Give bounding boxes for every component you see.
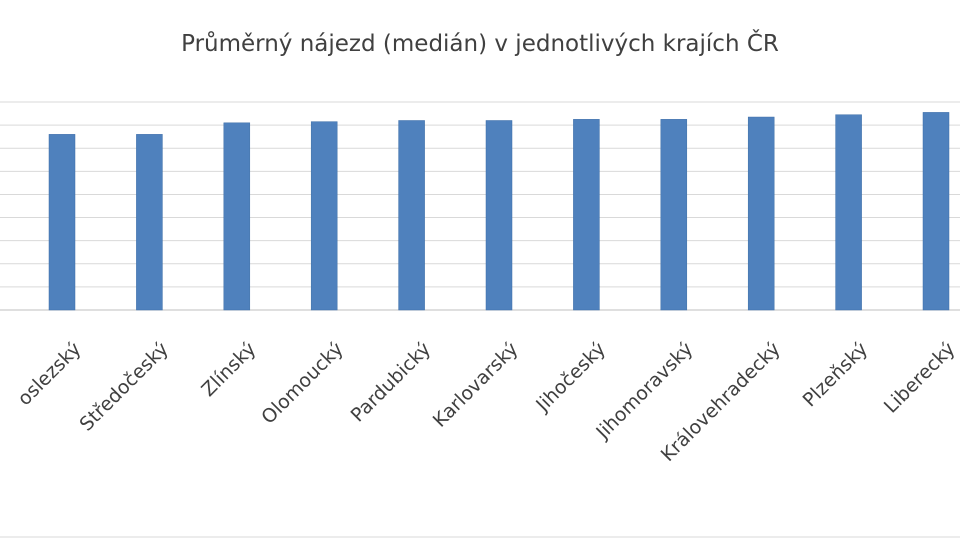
bar xyxy=(660,119,688,311)
x-tick-label: Liberecký xyxy=(880,338,960,418)
x-tick-label: oslezský xyxy=(13,338,85,410)
x-tick-label: Plzeňský xyxy=(799,338,872,411)
x-tick-label: Olomoucký xyxy=(257,338,348,429)
bar xyxy=(136,134,163,311)
bar xyxy=(48,134,76,311)
bar xyxy=(485,120,513,311)
bars xyxy=(48,112,950,311)
bar xyxy=(310,121,338,311)
bar xyxy=(835,114,862,311)
chart-title: Průměrný nájezd (medián) v jednotlivých … xyxy=(181,29,779,57)
bar xyxy=(922,112,950,311)
x-tick-label: Zlínský xyxy=(197,338,260,401)
bar xyxy=(747,116,775,311)
bar xyxy=(573,119,600,311)
bar xyxy=(223,122,251,311)
x-tick-label: Jihočeský xyxy=(531,338,610,417)
x-tick-label: Pardubický xyxy=(347,338,436,427)
x-tick-label: Karlovarský xyxy=(429,338,523,432)
x-tick-label: Středočeský xyxy=(75,338,173,436)
bar xyxy=(398,120,425,311)
